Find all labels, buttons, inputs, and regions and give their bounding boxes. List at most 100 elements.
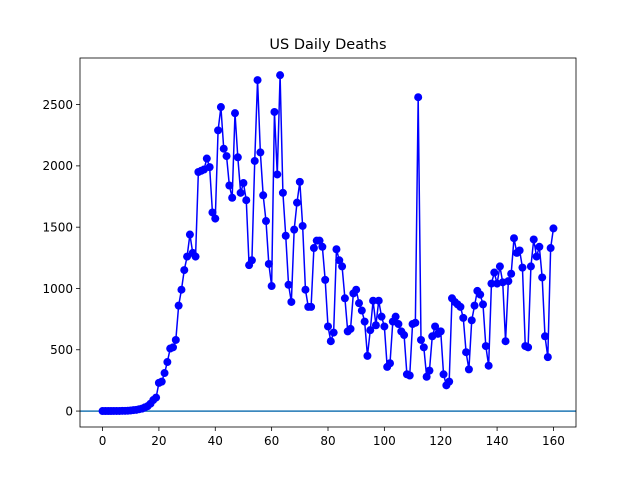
x-tick-label: 160 (542, 434, 565, 448)
data-point (456, 302, 465, 311)
data-point (419, 343, 428, 352)
y-tick-label: 1500 (42, 220, 73, 234)
data-point (284, 280, 293, 289)
x-tick-label: 120 (429, 434, 452, 448)
data-point (386, 359, 394, 368)
data-point (524, 343, 533, 352)
data-point (329, 328, 338, 337)
data-point (256, 148, 265, 157)
data-point (222, 152, 231, 161)
data-point (439, 370, 448, 379)
data-point (495, 262, 504, 271)
data-point (267, 282, 276, 291)
data-point (405, 371, 414, 380)
data-point (177, 285, 186, 294)
data-point (163, 358, 172, 367)
data-point (340, 294, 349, 303)
data-point (490, 268, 499, 277)
data-point (307, 302, 316, 311)
data-point (400, 331, 409, 340)
data-point (326, 337, 335, 346)
data-point (374, 296, 383, 305)
data-point (233, 153, 242, 162)
data-point (191, 252, 200, 261)
x-tick-label: 0 (99, 434, 107, 448)
data-point (205, 163, 214, 172)
data-point (411, 318, 420, 327)
data-point (481, 342, 490, 351)
data-point (321, 275, 330, 284)
data-point (214, 126, 223, 135)
data-point (425, 366, 434, 375)
y-tick-label: 1000 (42, 282, 73, 296)
data-point (236, 188, 245, 197)
data-point (355, 299, 363, 308)
data-point (242, 196, 251, 205)
axes-frame (79, 57, 577, 428)
data-point (183, 252, 192, 261)
data-point (543, 353, 552, 362)
data-point (394, 320, 403, 329)
data-point (301, 285, 310, 294)
data-point (431, 322, 440, 331)
data-point (467, 316, 476, 325)
data-point (363, 351, 372, 360)
x-tick-label: 20 (151, 434, 166, 448)
data-point (270, 107, 279, 116)
data-point (228, 193, 237, 202)
data-point (239, 179, 248, 188)
data-point (287, 297, 296, 306)
data-point (208, 208, 217, 217)
x-tick-label: 80 (320, 434, 335, 448)
data-point (250, 156, 259, 165)
data-point (515, 246, 524, 255)
data-point (293, 198, 301, 207)
data-point (253, 76, 262, 85)
y-tick-label: 0 (65, 404, 73, 418)
data-point (309, 244, 318, 253)
data-point (417, 335, 425, 344)
data-point (174, 301, 183, 310)
x-tick-label: 140 (486, 434, 509, 448)
y-tick-label: 2500 (42, 98, 73, 112)
data-point (219, 144, 228, 153)
data-point (541, 332, 549, 341)
y-tick-label: 500 (50, 343, 73, 357)
x-tick-label: 40 (208, 434, 223, 448)
data-point (501, 337, 510, 346)
data-point (391, 312, 400, 321)
data-point (510, 234, 518, 243)
data-point (459, 313, 468, 322)
data-point (445, 377, 454, 386)
data-point (338, 262, 347, 271)
data-point (377, 312, 386, 321)
data-point (185, 230, 194, 239)
data-point (169, 343, 177, 352)
x-tick-label: 100 (373, 434, 396, 448)
data-point (546, 244, 555, 253)
data-point (171, 335, 180, 344)
data-point (352, 285, 361, 294)
data-point (357, 306, 366, 315)
data-point (216, 103, 225, 112)
data-point (507, 269, 516, 278)
data-point (422, 372, 431, 381)
data-point (366, 326, 375, 335)
data-point (470, 301, 479, 310)
data-point (225, 181, 234, 190)
data-point (484, 361, 493, 370)
data-point (479, 300, 487, 309)
data-point (504, 277, 513, 286)
data-point (532, 252, 541, 261)
data-point (247, 256, 256, 265)
data-point (231, 109, 239, 118)
data-point (262, 217, 270, 226)
data-point (273, 170, 282, 179)
data-point (211, 214, 220, 223)
data-point (535, 242, 544, 251)
x-tick-label: 60 (264, 434, 279, 448)
data-point (332, 245, 341, 254)
data-point (529, 235, 538, 244)
data-point (549, 224, 558, 233)
